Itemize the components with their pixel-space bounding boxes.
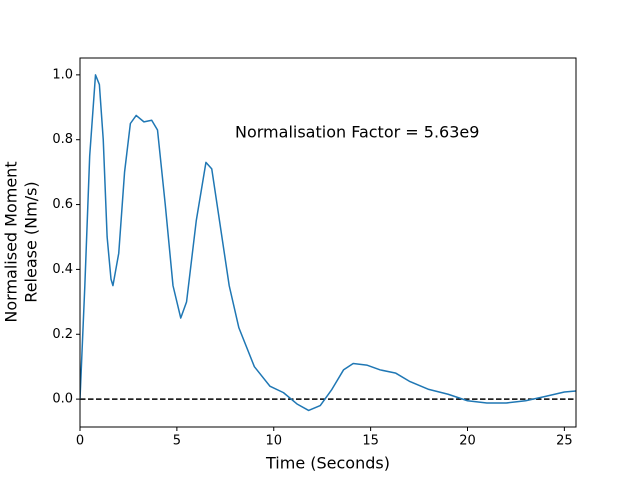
y-tick-label: 0.6 [52,197,73,212]
annotation: Normalisation Factor = 5.63e9 [235,123,479,142]
y-axis-label: Release (Nm/s) [22,181,41,302]
y-tick-label: 0.4 [52,262,73,277]
y-tick-label: 0.0 [52,392,73,407]
x-tick-label: 10 [265,434,282,449]
data-line [80,74,576,412]
y-axis-label: Normalised Moment [2,161,21,322]
x-tick-label: 15 [362,434,379,449]
x-tick-label: 5 [173,434,181,449]
y-tick-label: 0.2 [52,327,73,342]
plot-frame [79,57,577,428]
x-tick-label: 25 [556,434,573,449]
x-axis-label: Time (Seconds) [265,454,390,473]
y-tick-label: 1.0 [52,67,73,82]
x-tick-label: 20 [459,434,476,449]
y-tick-label: 0.8 [52,132,73,147]
x-tick-label: 0 [76,434,84,449]
